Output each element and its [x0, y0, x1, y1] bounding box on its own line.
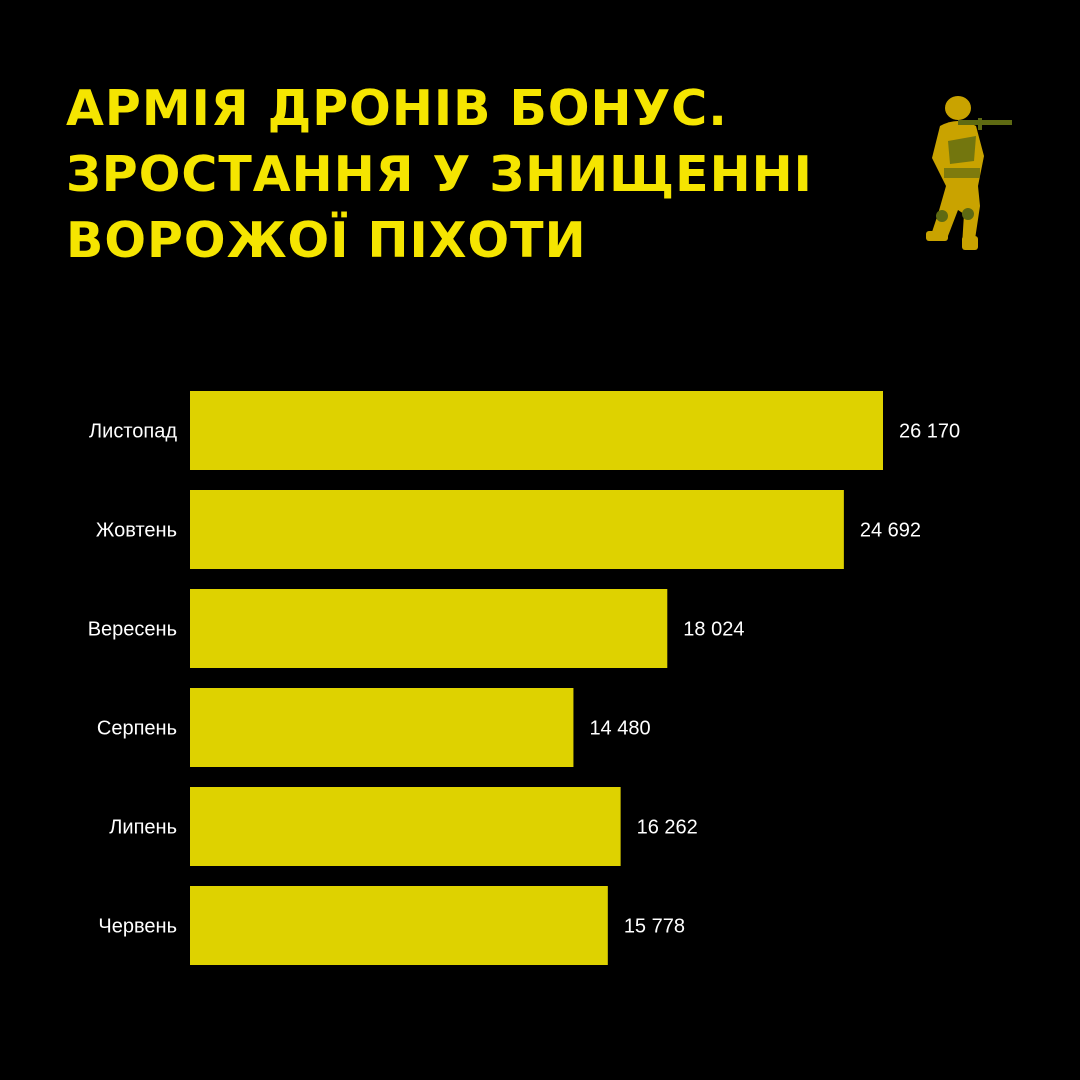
bar-5: [190, 886, 608, 965]
bar-0: [190, 391, 883, 470]
category-label: Вересень: [88, 619, 177, 641]
value-label: 16 262: [637, 817, 698, 839]
value-label: 26 170: [899, 421, 960, 443]
title-line-1: Армія дронів бонус.: [66, 80, 728, 137]
category-label: Листопад: [89, 421, 177, 443]
bar-2: [190, 589, 668, 668]
value-label: 18 024: [683, 619, 744, 641]
title-line-3: ворожої піхоти: [66, 212, 587, 269]
category-label: Липень: [109, 817, 177, 839]
category-label: Червень: [98, 916, 177, 938]
bar-4: [190, 787, 621, 866]
soldier-icon: [926, 96, 1012, 250]
bar-3: [190, 688, 574, 767]
value-label: 14 480: [589, 718, 650, 740]
category-label: Жовтень: [96, 520, 177, 542]
value-label: 15 778: [624, 916, 685, 938]
value-label: 24 692: [860, 520, 921, 542]
title-line-2: Зростання у знищенні: [66, 146, 813, 203]
bar-1: [190, 490, 844, 569]
category-label: Серпень: [97, 718, 177, 740]
page-title: Армія дронів бонус. Зростання у знищенні…: [66, 76, 866, 274]
